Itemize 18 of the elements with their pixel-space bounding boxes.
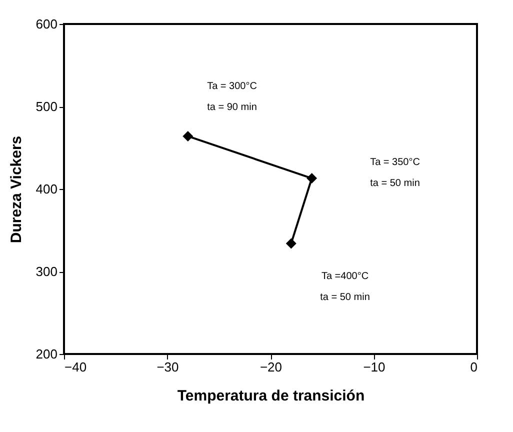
y-tick-label: 600 (36, 16, 58, 32)
x-tick-label: 0 (470, 360, 478, 374)
y-axis-title: Dureza Vickers (8, 136, 25, 244)
point (306, 173, 318, 184)
annotation: Ta = 300°C ta = 90 min (207, 81, 257, 113)
x-tick-label: −10 (363, 360, 386, 374)
annotation: Ta = 350°C ta = 50 min (370, 157, 420, 189)
y-tick-label: 400 (36, 182, 58, 196)
x-tick-label: −30 (156, 360, 179, 374)
y-tick-label: 300 (36, 264, 58, 279)
y-tick-label: 200 (36, 346, 58, 362)
x-axis-title: Temperatura de transición (177, 388, 365, 404)
point (286, 238, 296, 249)
x-tick-label: −20 (260, 360, 282, 374)
point (182, 130, 194, 142)
x-tick-label: −40 (64, 360, 87, 374)
annotation: Ta =400°C ta = 50 min (320, 271, 370, 303)
y-tick-label: 500 (36, 99, 58, 114)
